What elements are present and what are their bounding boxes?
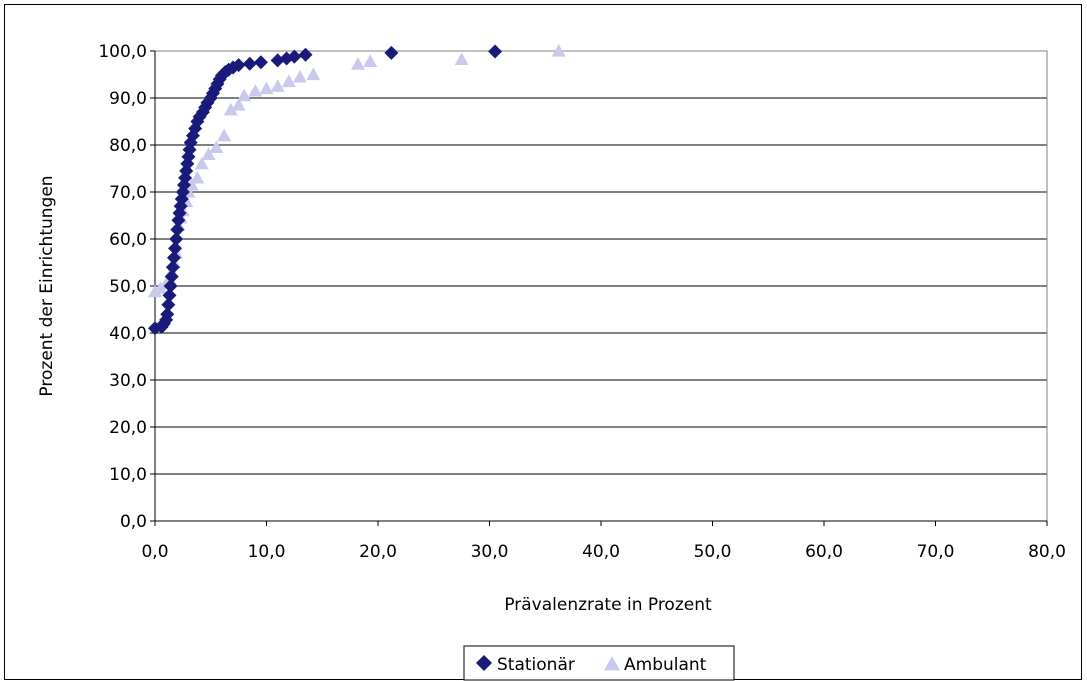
data-point xyxy=(306,67,321,81)
x-axis-ticks: 0,0 10,0 20,0 30,0 40,0 50,0 60,0 70,0 80,0 xyxy=(141,521,1066,562)
data-point xyxy=(551,44,566,57)
data-point xyxy=(350,57,365,70)
data-point xyxy=(292,69,307,83)
data-point xyxy=(231,58,246,73)
x-tick-label: 50,0 xyxy=(694,542,732,562)
data-point xyxy=(454,52,469,66)
data-point xyxy=(209,140,224,153)
data-point xyxy=(161,297,176,312)
gridlines xyxy=(155,50,1047,475)
data-point xyxy=(253,55,268,70)
data-point xyxy=(217,128,232,142)
data-point xyxy=(270,79,285,92)
x-axis-title: Prävalenzrate in Prozent xyxy=(504,595,712,615)
y-tick-label: 100,0 xyxy=(98,42,147,62)
data-point xyxy=(148,284,162,298)
x-tick-label: 20,0 xyxy=(359,542,397,562)
data-point xyxy=(237,88,252,102)
data-point xyxy=(384,45,399,60)
series-layer xyxy=(148,44,566,336)
data-point xyxy=(270,53,285,68)
y-tick-label: 40,0 xyxy=(109,324,147,344)
y-axis-ticks: 0,0 10,0 20,0 30,0 40,0 50,0 60,0 70,0 80,0 90,0 1… xyxy=(98,42,155,532)
data-point xyxy=(201,147,216,160)
data-point xyxy=(298,47,313,62)
data-point xyxy=(281,74,296,88)
data-point xyxy=(170,222,185,237)
data-point xyxy=(166,250,181,265)
x-tick-label: 10,0 xyxy=(248,542,286,562)
data-point xyxy=(194,156,209,170)
legend-marker-ambulant xyxy=(604,656,620,671)
y-tick-label: 0,0 xyxy=(120,512,147,532)
data-point xyxy=(363,54,378,67)
data-point xyxy=(169,232,184,246)
series-ambulant xyxy=(148,44,566,298)
y-tick-label: 60,0 xyxy=(109,230,147,250)
x-tick-label: 70,0 xyxy=(917,542,955,562)
data-point xyxy=(168,241,183,256)
data-point xyxy=(190,170,205,184)
data-point xyxy=(242,56,257,71)
data-point xyxy=(259,81,274,95)
y-tick-label: 90,0 xyxy=(109,89,147,109)
data-point xyxy=(488,44,503,59)
data-point xyxy=(231,98,246,111)
data-point xyxy=(164,269,179,284)
series-stationaer xyxy=(148,44,503,336)
y-tick-label: 10,0 xyxy=(109,465,147,485)
data-point xyxy=(248,83,263,97)
data-point xyxy=(162,288,177,303)
y-tick-label: 70,0 xyxy=(109,183,147,203)
data-point xyxy=(287,49,302,64)
y-axis-title: Prozent der Einrichtungen xyxy=(37,175,57,396)
legend-box xyxy=(463,645,735,681)
data-point xyxy=(163,279,178,293)
x-tick-label: 0,0 xyxy=(141,542,168,562)
legend-label-stationaer: Stationär xyxy=(497,655,575,675)
x-tick-label: 30,0 xyxy=(471,542,509,562)
y-tick-label: 20,0 xyxy=(109,418,147,438)
y-tick-label: 30,0 xyxy=(109,371,147,391)
x-tick-label: 40,0 xyxy=(582,542,620,562)
x-tick-label: 80,0 xyxy=(1028,542,1066,562)
x-tick-label: 60,0 xyxy=(805,542,843,562)
data-point xyxy=(165,260,180,275)
legend-marker-stationaer xyxy=(476,655,492,671)
y-tick-label: 80,0 xyxy=(109,136,147,156)
legend: Stationär Ambulant xyxy=(463,645,735,681)
legend-label-ambulant: Ambulant xyxy=(624,655,707,675)
y-tick-label: 50,0 xyxy=(109,277,147,297)
data-point xyxy=(223,102,238,116)
data-point xyxy=(160,307,175,322)
